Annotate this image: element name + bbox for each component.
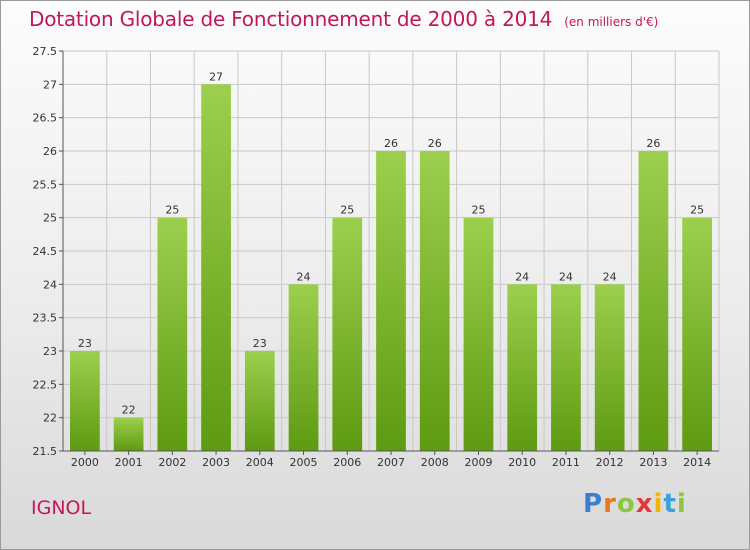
logo-letter: t bbox=[663, 489, 677, 519]
bar bbox=[638, 151, 669, 451]
data-label: 27 bbox=[209, 70, 223, 83]
data-label: 24 bbox=[297, 270, 311, 283]
x-tick-label: 2006 bbox=[333, 456, 361, 469]
y-tick-label: 21.5 bbox=[33, 445, 58, 458]
x-tick-label: 2010 bbox=[508, 456, 536, 469]
bar bbox=[332, 217, 363, 451]
x-tick-label: 2013 bbox=[639, 456, 667, 469]
logo-letter: i bbox=[676, 489, 687, 519]
x-tick-label: 2001 bbox=[115, 456, 143, 469]
bar bbox=[201, 84, 231, 451]
y-tick-label: 25.5 bbox=[33, 178, 58, 191]
bar bbox=[288, 284, 319, 451]
x-tick-label: 2007 bbox=[377, 456, 405, 469]
data-label: 25 bbox=[340, 204, 354, 217]
data-label: 25 bbox=[471, 204, 485, 217]
y-tick-label: 26.5 bbox=[33, 112, 58, 125]
y-tick-label: 27.5 bbox=[33, 45, 58, 58]
data-label: 23 bbox=[253, 337, 267, 350]
bar bbox=[463, 217, 494, 451]
data-label: 23 bbox=[78, 337, 92, 350]
data-label: 24 bbox=[515, 270, 529, 283]
x-tick-label: 2009 bbox=[464, 456, 492, 469]
y-tick-label: 23.5 bbox=[33, 312, 58, 325]
y-tick-label: 24 bbox=[43, 278, 57, 291]
x-tick-label: 2014 bbox=[683, 456, 711, 469]
logo-letter: i bbox=[653, 489, 664, 519]
x-tick-label: 2002 bbox=[158, 456, 186, 469]
data-label: 26 bbox=[428, 137, 442, 150]
logo-letter: x bbox=[635, 489, 654, 519]
x-tick-label: 2012 bbox=[596, 456, 624, 469]
labels: 21.5 22 22.5 23 23.5 24 24.5 25 25.5 26 26.5 27 27.5… bbox=[33, 45, 712, 469]
subtitle-text: (en milliers d'€) bbox=[564, 15, 659, 29]
logo-letter: P bbox=[583, 489, 604, 519]
y-tick-label: 22.5 bbox=[33, 378, 58, 391]
bar bbox=[157, 217, 188, 451]
bar bbox=[419, 151, 450, 451]
y-tick-label: 26 bbox=[43, 145, 57, 158]
x-tick-label: 2000 bbox=[71, 456, 99, 469]
bar bbox=[244, 351, 275, 451]
y-tick-label: 25 bbox=[43, 212, 57, 225]
axes bbox=[59, 50, 719, 455]
bar bbox=[113, 417, 144, 451]
bar bbox=[507, 284, 538, 451]
y-tick-label: 27 bbox=[43, 78, 57, 91]
commune-name: IGNOL bbox=[31, 497, 92, 519]
data-label: 24 bbox=[559, 270, 573, 283]
logo-letter: r bbox=[603, 489, 617, 519]
data-label: 22 bbox=[122, 404, 136, 417]
data-label: 25 bbox=[690, 204, 704, 217]
x-tick-label: 2005 bbox=[290, 456, 318, 469]
bar bbox=[551, 284, 581, 451]
bar bbox=[594, 284, 625, 451]
bar bbox=[682, 217, 713, 451]
bar bbox=[376, 151, 406, 451]
bars bbox=[69, 84, 713, 451]
title-text: Dotation Globale de Fonctionnement de 20… bbox=[29, 7, 553, 31]
y-tick-label: 23 bbox=[43, 345, 57, 358]
x-tick-label: 2008 bbox=[421, 456, 449, 469]
data-label: 24 bbox=[603, 270, 617, 283]
x-tick-label: 2004 bbox=[246, 456, 274, 469]
y-tick-label: 22 bbox=[43, 412, 57, 425]
proxiti-logo: Proxiti bbox=[583, 489, 687, 519]
data-label: 26 bbox=[646, 137, 660, 150]
chart-title: Dotation Globale de Fonctionnement de 20… bbox=[29, 7, 658, 31]
logo-letter: o bbox=[616, 489, 636, 519]
x-tick-label: 2011 bbox=[552, 456, 580, 469]
y-tick-label: 24.5 bbox=[33, 245, 58, 258]
x-tick-label: 2003 bbox=[202, 456, 230, 469]
bar bbox=[69, 351, 100, 451]
data-label: 25 bbox=[165, 204, 179, 217]
data-label: 26 bbox=[384, 137, 398, 150]
